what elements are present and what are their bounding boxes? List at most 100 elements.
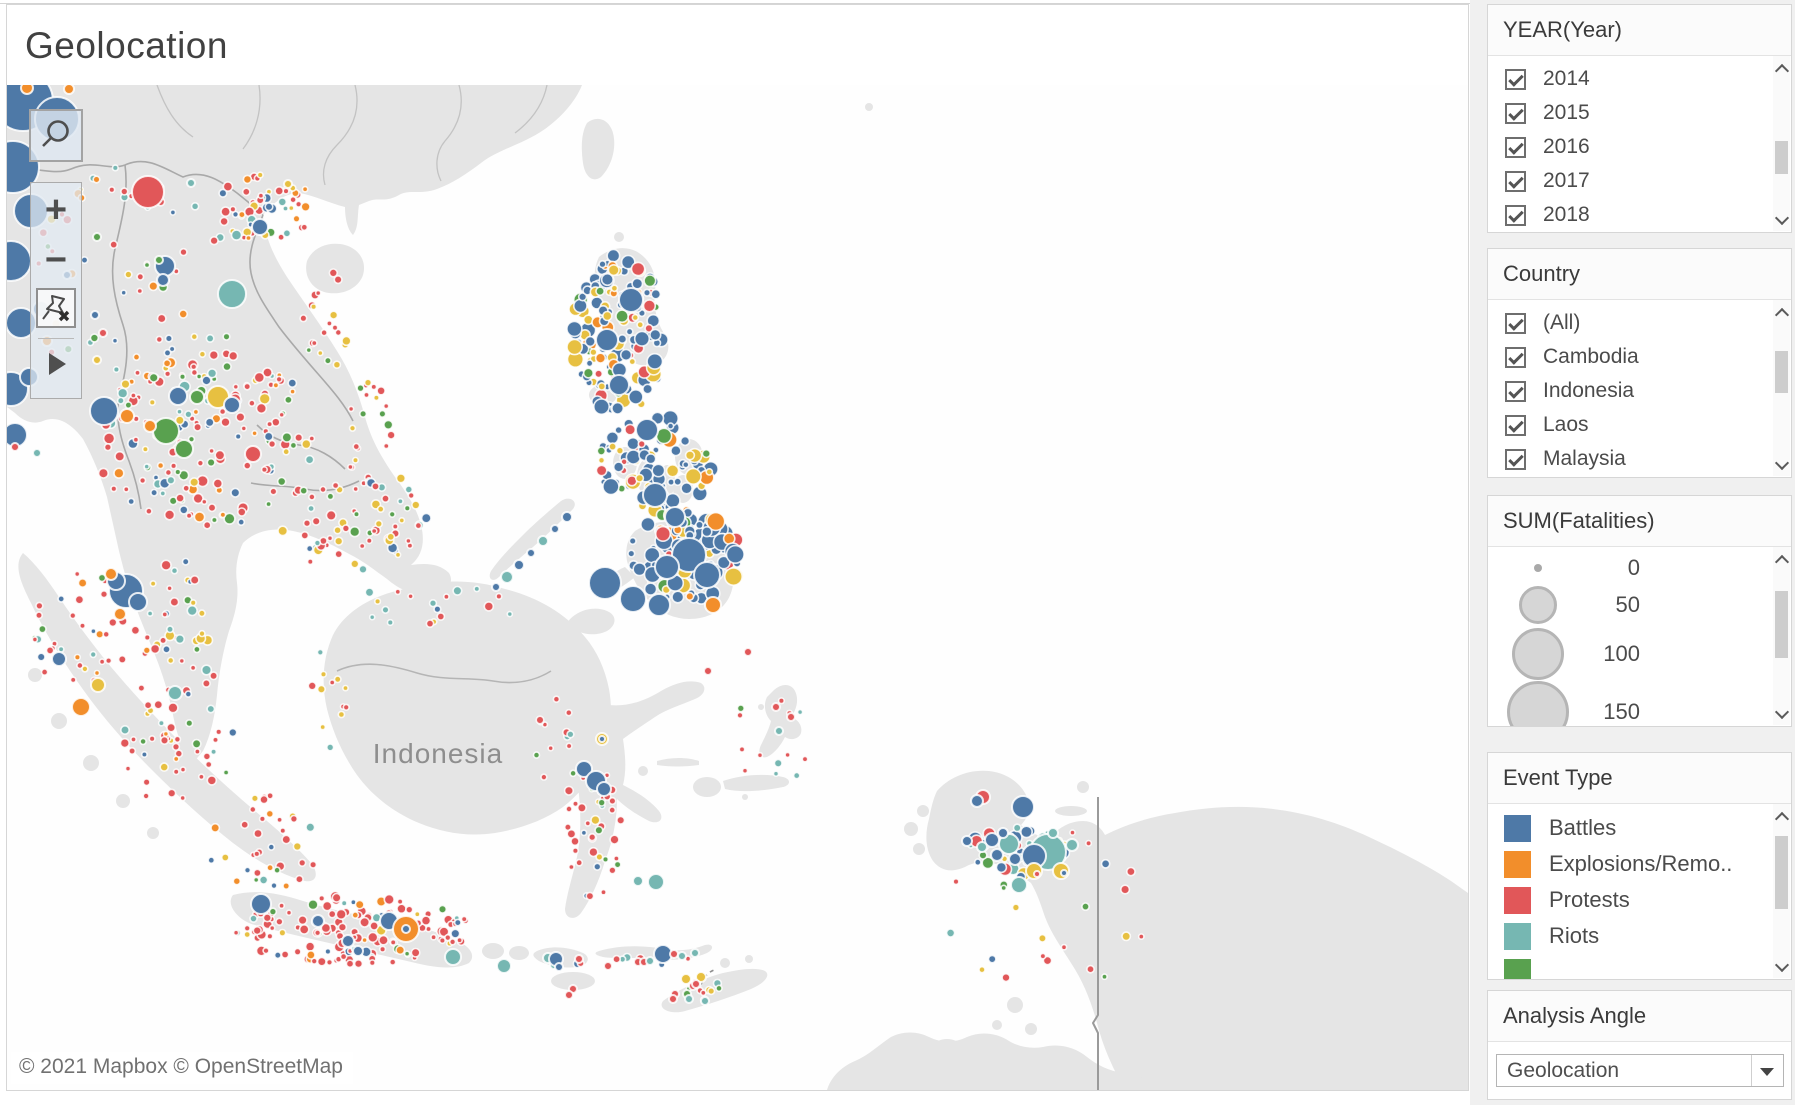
map-attribution: © 2021 Mapbox © OpenStreetMap bbox=[11, 1052, 353, 1084]
panel-list: 0 50 100 150 bbox=[1488, 547, 1770, 726]
reset-pin-button[interactable] bbox=[36, 288, 76, 328]
scroll-up-button[interactable] bbox=[1773, 549, 1790, 570]
scroll-up-button[interactable] bbox=[1773, 302, 1790, 323]
dropdown-arrow-button[interactable] bbox=[1751, 1055, 1783, 1086]
chevron-down-icon bbox=[1774, 210, 1789, 226]
panel-scrollbar[interactable] bbox=[1773, 804, 1790, 978]
filter-option-label: Laos bbox=[1543, 413, 1589, 436]
scroll-down-button[interactable] bbox=[1773, 704, 1790, 723]
filter-panel-eventtype: Event Type Battles Explosions/Remo.. Protes… bbox=[1487, 752, 1792, 980]
filter-option-laos[interactable]: Laos bbox=[1488, 408, 1770, 442]
border-papua bbox=[1092, 797, 1099, 1090]
filter-panel-year: YEAR(Year) 2014 2015 2016 2017 2018 bbox=[1487, 4, 1792, 233]
panel-scrollbar[interactable] bbox=[1773, 56, 1790, 231]
panel-title: Country bbox=[1488, 249, 1791, 300]
checkbox-checked-icon[interactable] bbox=[1505, 346, 1526, 368]
filter-panel-country: Country (All) Cambodia Indonesia Laos Malaysi… bbox=[1487, 248, 1792, 478]
color-legend-row[interactable] bbox=[1488, 954, 1770, 979]
panel-title: Event Type bbox=[1488, 753, 1791, 804]
landmass-borneo bbox=[323, 581, 611, 835]
filter-option-indonesia[interactable]: Indonesia bbox=[1488, 374, 1770, 408]
panel-scrollbar[interactable] bbox=[1773, 547, 1790, 725]
filter-option-malaysia[interactable]: Malaysia bbox=[1488, 442, 1770, 476]
scroll-down-button[interactable] bbox=[1773, 957, 1790, 976]
expand-controls-button[interactable] bbox=[49, 353, 66, 375]
color-legend-swatch bbox=[1504, 850, 1531, 878]
color-legend-swatch bbox=[1504, 814, 1531, 842]
scroll-down-button[interactable] bbox=[1773, 455, 1790, 474]
filter-option-label: Cambodia bbox=[1543, 345, 1639, 368]
size-legend-row[interactable]: 0 bbox=[1488, 553, 1770, 583]
checkbox-checked-icon[interactable] bbox=[1505, 448, 1526, 470]
filter-option-label: 2015 bbox=[1543, 101, 1590, 124]
color-legend-row[interactable]: Riots bbox=[1488, 918, 1770, 954]
filter-panel-analysis: Analysis Angle Geolocation bbox=[1487, 990, 1792, 1100]
controls-divider bbox=[38, 338, 74, 339]
map-worksheet: Geolocation bbox=[6, 4, 1469, 1091]
page-title: Geolocation bbox=[25, 25, 228, 66]
size-legend-row[interactable]: 50 bbox=[1488, 583, 1770, 627]
chevron-down-icon bbox=[1774, 957, 1789, 973]
scrollbar-thumb[interactable] bbox=[1775, 141, 1788, 174]
size-legend-value: 0 bbox=[1627, 555, 1640, 580]
color-legend-row[interactable]: Battles bbox=[1488, 810, 1770, 846]
filter-option-label: Malaysia bbox=[1543, 447, 1626, 470]
checkbox-checked-icon[interactable] bbox=[1505, 136, 1526, 158]
filter-option-label: (All) bbox=[1543, 311, 1581, 334]
size-legend-row[interactable]: 150 bbox=[1488, 681, 1770, 726]
map-zoom-controls: + − bbox=[30, 182, 82, 399]
filter-option-label: Indonesia bbox=[1543, 379, 1635, 402]
filter-option-2017[interactable]: 2017 bbox=[1488, 164, 1770, 198]
map-label-indonesia: Indonesia bbox=[373, 738, 503, 769]
checkbox-checked-icon[interactable] bbox=[1505, 68, 1526, 90]
chevron-down-icon bbox=[1774, 455, 1789, 471]
zoom-out-button[interactable]: − bbox=[44, 239, 68, 281]
dropdown-value: Geolocation bbox=[1507, 1059, 1620, 1082]
landmass-palawan bbox=[489, 498, 575, 580]
filter-option-2016[interactable]: 2016 bbox=[1488, 130, 1770, 164]
map-canvas[interactable]: Indonesia bbox=[7, 85, 1468, 1090]
search-icon bbox=[42, 120, 69, 147]
checkbox-checked-icon[interactable] bbox=[1505, 102, 1526, 124]
checkbox-checked-icon[interactable] bbox=[1505, 204, 1526, 226]
scrollbar-thumb[interactable] bbox=[1775, 836, 1788, 909]
size-legend-value: 100 bbox=[1603, 641, 1640, 666]
size-legend-circle bbox=[1507, 681, 1569, 726]
scrollbar-thumb[interactable] bbox=[1775, 351, 1788, 393]
zoom-in-button[interactable]: + bbox=[44, 189, 68, 231]
filter-option-label: 2014 bbox=[1543, 67, 1590, 90]
filter-option-2014[interactable]: 2014 bbox=[1488, 62, 1770, 96]
color-legend-swatch bbox=[1504, 958, 1531, 979]
checkbox-checked-icon[interactable] bbox=[1505, 380, 1526, 402]
scrollbar-thumb[interactable] bbox=[1775, 591, 1788, 658]
scroll-up-button[interactable] bbox=[1773, 58, 1790, 79]
size-legend-circle bbox=[1512, 628, 1564, 680]
color-legend-row[interactable]: Explosions/Remo.. bbox=[1488, 846, 1770, 882]
panel-list: (All) Cambodia Indonesia Laos Malaysia bbox=[1488, 300, 1770, 477]
panel-scrollbar[interactable] bbox=[1773, 300, 1790, 476]
checkbox-checked-icon[interactable] bbox=[1505, 414, 1526, 436]
color-legend-row[interactable]: Protests bbox=[1488, 882, 1770, 918]
landmass-sumatra bbox=[18, 553, 316, 882]
map-search-button[interactable] bbox=[29, 109, 83, 162]
panel-list: Battles Explosions/Remo.. Protests Riots bbox=[1488, 804, 1770, 979]
scroll-up-button[interactable] bbox=[1773, 806, 1790, 827]
border-thailand-myanmar bbox=[111, 164, 142, 510]
analysis-angle-dropdown[interactable]: Geolocation bbox=[1496, 1054, 1784, 1087]
color-legend-swatch bbox=[1504, 886, 1531, 914]
size-legend-row[interactable]: 100 bbox=[1488, 627, 1770, 681]
filter-option--all-[interactable]: (All) bbox=[1488, 306, 1770, 340]
color-legend-swatch bbox=[1504, 922, 1531, 950]
filter-panel-fatalities: SUM(Fatalities) 0 50 100 150 bbox=[1487, 495, 1792, 727]
checkbox-checked-icon[interactable] bbox=[1505, 170, 1526, 192]
filter-option-cambodia[interactable]: Cambodia bbox=[1488, 340, 1770, 374]
filter-option-2018[interactable]: 2018 bbox=[1488, 198, 1770, 232]
border-china bbox=[7, 160, 264, 216]
checkbox-checked-icon[interactable] bbox=[1505, 312, 1526, 334]
chevron-up-icon bbox=[1774, 63, 1789, 79]
map[interactable]: Indonesia + − bbox=[7, 85, 1468, 1090]
scroll-down-button[interactable] bbox=[1773, 210, 1790, 229]
pin-x-icon bbox=[42, 295, 70, 322]
filter-option-2015[interactable]: 2015 bbox=[1488, 96, 1770, 130]
